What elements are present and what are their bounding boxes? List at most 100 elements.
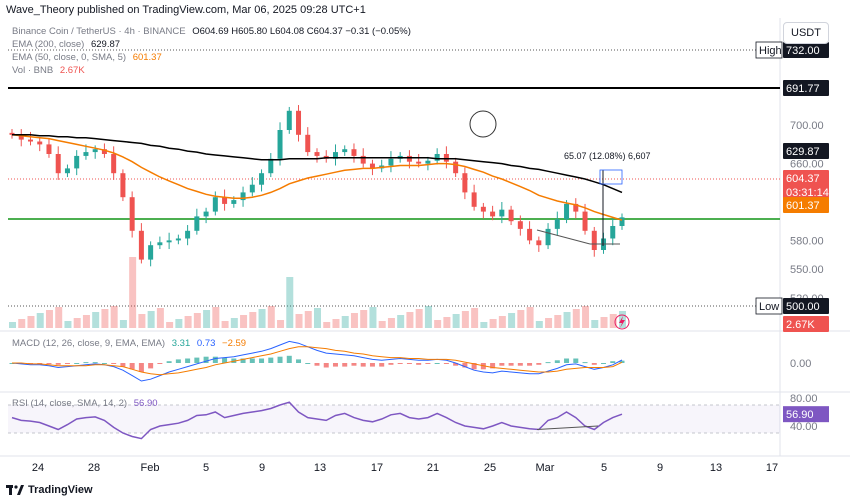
macd-histogram-bar xyxy=(222,357,228,363)
volume-bar xyxy=(240,315,248,328)
macd-histogram-bar xyxy=(212,356,218,363)
macd-histogram-bar xyxy=(203,356,209,363)
candle-body xyxy=(259,173,265,185)
macd-histogram-bar xyxy=(591,363,597,365)
volume-bar xyxy=(489,319,497,328)
volume-bar xyxy=(461,311,469,328)
legend-ema50-label: EMA (50, close, 0, SMA, 5) xyxy=(12,52,127,63)
macd-histogram-bar xyxy=(148,363,154,369)
candle-body xyxy=(564,203,570,220)
rsi-line xyxy=(11,401,623,440)
volume-bar xyxy=(545,318,553,328)
candle-body xyxy=(480,206,486,212)
volume-bar xyxy=(203,310,211,328)
legend-ema200-label: EMA (200, close) xyxy=(12,39,85,50)
candle-body xyxy=(536,240,542,246)
high-label: High xyxy=(759,45,782,57)
candle-body xyxy=(388,158,394,166)
high-label-bg xyxy=(755,41,783,59)
ema50-line xyxy=(11,134,623,221)
rsi-band xyxy=(8,405,780,433)
time-tick-label: 5 xyxy=(203,462,209,474)
volume-bar xyxy=(138,314,146,328)
candle-body xyxy=(573,203,579,212)
time-tick-label: Feb xyxy=(141,462,160,474)
ema200-tag-bg xyxy=(783,143,829,159)
volume-bar xyxy=(554,315,562,328)
candle-body xyxy=(619,217,625,226)
macd-histogram-bar xyxy=(342,363,348,367)
time-tick-label: 13 xyxy=(314,462,326,474)
candle-body xyxy=(231,200,237,204)
candle-body xyxy=(18,134,24,140)
candle-body xyxy=(129,197,135,231)
time-tick-label: 17 xyxy=(766,462,778,474)
lightning-glyph xyxy=(619,316,625,328)
rsi-legend: RSI (14, close, SMA, 14, 2) 56.90 xyxy=(12,398,158,409)
volume-bar xyxy=(415,309,423,328)
macd-histogram-bar xyxy=(527,363,533,366)
candle-body xyxy=(249,184,255,193)
candle-body xyxy=(240,192,246,201)
volume-bar xyxy=(258,309,266,328)
macd-v3: −2.59 xyxy=(222,338,247,349)
macd-histogram-bar xyxy=(490,363,496,369)
candle-body xyxy=(194,216,200,231)
volume-bar xyxy=(277,320,285,328)
time-tick-label: Mar xyxy=(536,462,555,474)
volume-bar xyxy=(563,312,571,328)
volume-bar xyxy=(609,314,617,328)
macd-histogram-bar xyxy=(138,363,144,372)
low-label: Low xyxy=(759,301,779,313)
candle-body xyxy=(222,197,228,204)
macd-histogram-bar xyxy=(406,363,412,364)
macd-histogram-bar xyxy=(46,363,52,364)
volume-bar xyxy=(45,310,53,328)
currency-selector[interactable]: USDT xyxy=(783,22,829,44)
macd-histogram-bar xyxy=(194,357,200,363)
candle-body xyxy=(342,149,348,153)
rsi-value-label: 56.90 xyxy=(133,398,158,409)
macd-histogram-bar xyxy=(185,358,191,363)
candle-body xyxy=(9,132,15,135)
publisher-line: Wave_Theory published on TradingView.com… xyxy=(6,4,366,16)
volume-bar xyxy=(323,322,331,328)
candle-body xyxy=(92,149,98,153)
candle-body xyxy=(591,230,597,250)
macd-histogram-bar xyxy=(564,358,570,363)
legend-ema200-value: 629.87 xyxy=(90,39,121,50)
candle-body xyxy=(545,228,551,246)
legend-vol-label: Vol · BNB xyxy=(12,65,54,76)
macd-histogram-bar xyxy=(74,363,80,364)
candle-body xyxy=(425,160,431,164)
candle-body xyxy=(406,155,412,162)
macd-histogram-bar xyxy=(582,362,588,364)
candle-body xyxy=(277,130,283,159)
volume-bar xyxy=(27,316,35,328)
volume-bar xyxy=(341,316,349,328)
candle-body xyxy=(166,240,172,243)
high-value-tag: 732.00 xyxy=(786,45,820,57)
volume-bar xyxy=(92,312,100,328)
measure-label: 65.07 (12.08%) 6,607 xyxy=(564,151,651,161)
volume-bar xyxy=(369,307,377,328)
rsi-value-tag-bg xyxy=(783,406,829,423)
candle-body xyxy=(527,228,533,241)
candle-body xyxy=(490,211,496,217)
tradingview-footer[interactable]: TradingView xyxy=(6,484,93,496)
lightning-icon[interactable] xyxy=(614,314,630,330)
macd-histogram-bar xyxy=(332,363,338,367)
volume-bar xyxy=(591,320,599,328)
volume-bar xyxy=(304,311,312,328)
macd-label: MACD (12, 26, close, 9, EMA, EMA) xyxy=(12,338,166,349)
macd-histogram-bar xyxy=(360,363,366,367)
time-tick-label: 25 xyxy=(484,462,496,474)
volume-bar xyxy=(73,318,81,328)
low-value-tag: 500.00 xyxy=(786,301,820,313)
volume-bar xyxy=(156,308,164,328)
candle-body xyxy=(120,173,126,198)
macd-v1: 3.31 xyxy=(171,338,191,349)
macd-histogram-bar xyxy=(443,363,449,364)
volume-bar xyxy=(36,313,44,328)
